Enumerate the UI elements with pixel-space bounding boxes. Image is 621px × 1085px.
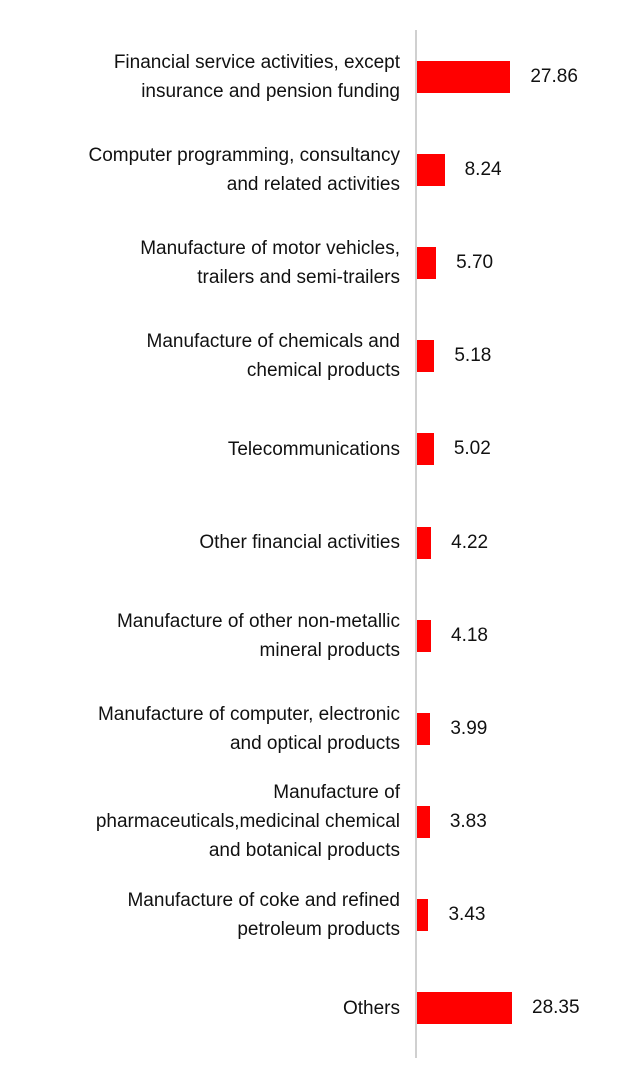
value-label: 5.70 xyxy=(456,252,494,274)
bar xyxy=(417,340,435,373)
category-label: Manufacture of motor vehicles, trailers … xyxy=(140,238,400,289)
category-label: Manufacture of other non-metallic minera… xyxy=(116,610,400,661)
value-label: 5.18 xyxy=(454,345,492,367)
category-label: Manufacture of coke and refined petroleu… xyxy=(127,889,400,940)
value-label: 28.35 xyxy=(532,997,580,1018)
chart-row: Computer programming, consultancy and re… xyxy=(0,130,621,210)
chart-row: Other financial activities 4.22 xyxy=(0,503,621,583)
value-label: 5.02 xyxy=(453,438,491,460)
value-label: 4.18 xyxy=(451,624,488,646)
value-label: 27.86 xyxy=(530,66,578,87)
chart-row: Manufacture of motor vehicles, trailers … xyxy=(0,223,621,303)
value-label: 3.99 xyxy=(450,717,488,739)
value-label: 8.24 xyxy=(464,159,502,181)
value-label: 4.22 xyxy=(451,531,489,553)
bar xyxy=(417,247,437,280)
bar xyxy=(417,898,429,931)
category-label: Other financial activities xyxy=(199,532,400,553)
category-axis-line xyxy=(415,30,417,1058)
chart-row: Manufacture of chemicals and chemical pr… xyxy=(0,316,621,396)
category-label: Others xyxy=(342,997,400,1019)
category-label: Telecommunications xyxy=(227,438,400,460)
bar xyxy=(417,433,434,466)
chart-row: Manufacture of other non-metallic minera… xyxy=(0,596,621,676)
bar xyxy=(417,61,511,93)
bar xyxy=(417,992,512,1024)
chart-row: Manufacture of pharmaceuticals,medicinal… xyxy=(0,782,621,862)
bar xyxy=(417,805,430,838)
chart-row: Telecommunications 5.02 xyxy=(0,409,621,489)
chart-row: Manufacture of computer, electronic and … xyxy=(0,689,621,769)
bar xyxy=(417,712,431,745)
bar xyxy=(417,619,431,652)
value-label: 3.83 xyxy=(449,810,487,832)
category-label: Manufacture of computer, electronic and … xyxy=(97,703,400,754)
category-label: Manufacture of pharmaceuticals,medicinal… xyxy=(95,782,400,862)
category-label: Computer programming, consultancy and re… xyxy=(88,145,400,196)
bar xyxy=(417,154,445,187)
value-label: 3.43 xyxy=(448,903,486,925)
chart-row: Manufacture of coke and refined petroleu… xyxy=(0,875,621,955)
bar xyxy=(417,526,432,559)
chart-row: Others 28.35 xyxy=(0,968,621,1048)
category-label: Financial service activities, except ins… xyxy=(113,52,400,102)
chart-row: Financial service activities, except ins… xyxy=(0,37,621,117)
category-label: Manufacture of chemicals and chemical pr… xyxy=(146,331,400,382)
